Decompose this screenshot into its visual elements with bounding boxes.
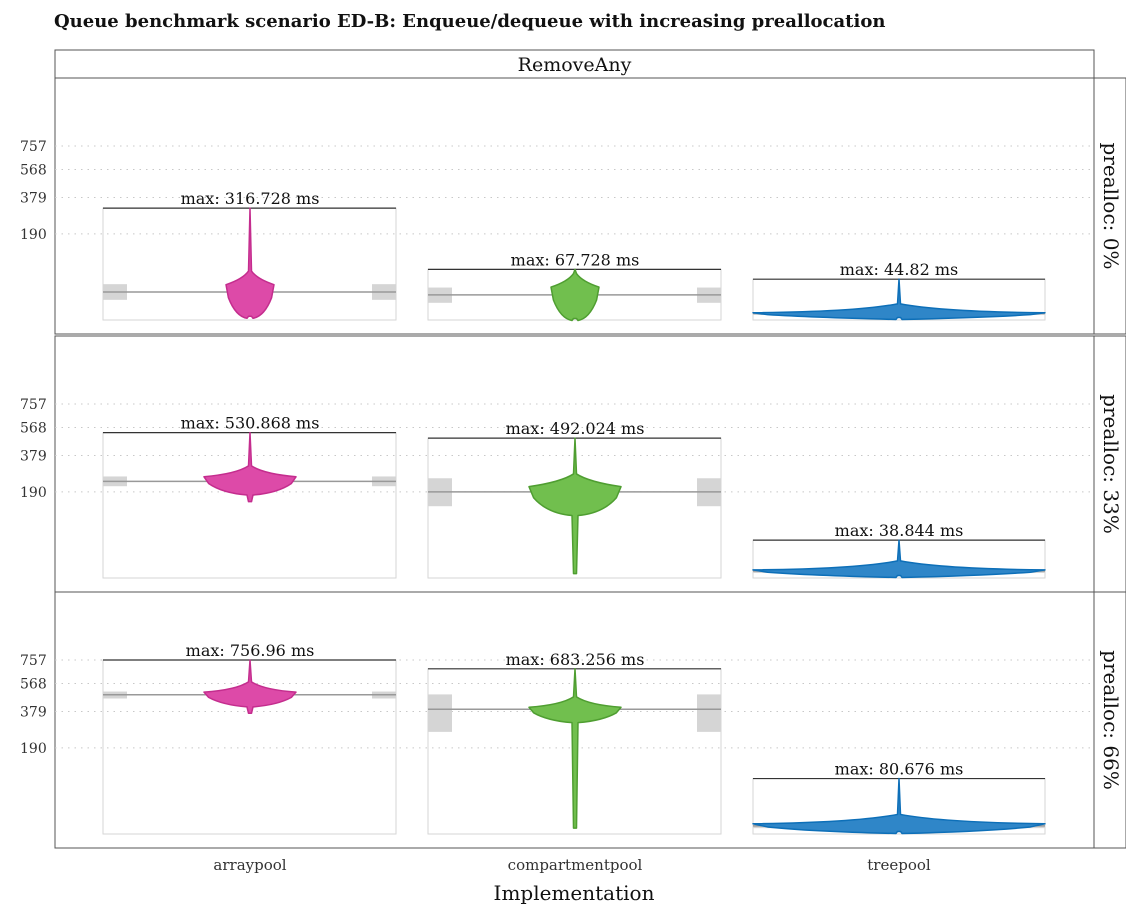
y-tick-label: 379 [20, 448, 47, 464]
violin-group: max: 80.676 ms [752, 760, 1046, 835]
max-label: max: 492.024 ms [506, 419, 645, 438]
y-tick-label: 757 [20, 397, 47, 413]
x-tick-label: arraypool [213, 856, 286, 874]
max-label: max: 44.82 ms [840, 260, 958, 279]
y-tick-label: 757 [20, 653, 47, 669]
violin [550, 268, 600, 322]
max-label: max: 67.728 ms [511, 250, 640, 269]
x-tick-label: compartmentpool [508, 856, 643, 874]
y-tick-label: 568 [20, 421, 47, 437]
violin-group: max: 756.96 ms [102, 641, 397, 835]
max-label: max: 683.256 ms [506, 650, 645, 669]
panel-row: prealloc: 33% 190 379 568 757 max: 530.868 ms… [20, 335, 1126, 593]
y-tick-label: 190 [20, 741, 47, 757]
violin-group: max: 67.728 ms [427, 250, 722, 322]
max-label: max: 80.676 ms [835, 760, 964, 779]
panel-row: prealloc: 66% 190 379 568 757 max: 756.96 ms m… [20, 591, 1126, 849]
violin [528, 668, 622, 829]
max-label: max: 530.868 ms [181, 414, 320, 433]
facet-strip [54, 49, 1095, 79]
facet-row-label: prealloc: 0% [1099, 143, 1123, 270]
violin [203, 659, 297, 715]
y-tick-label: 757 [20, 139, 47, 155]
violin [752, 777, 1046, 835]
y-tick-label: 379 [20, 704, 47, 720]
violin [203, 431, 297, 503]
y-tick-label: 568 [20, 677, 47, 693]
violin-group: max: 492.024 ms [427, 419, 722, 579]
violin-group: max: 38.844 ms [752, 521, 1046, 579]
facet-row-label: prealloc: 33% [1099, 394, 1123, 534]
y-tick-label: 190 [20, 227, 47, 243]
violin [752, 278, 1046, 321]
chart-title: Queue benchmark scenario ED-B: Enqueue/d… [54, 11, 885, 32]
y-tick-label: 190 [20, 485, 47, 501]
max-label: max: 316.728 ms [181, 189, 320, 208]
violin [528, 437, 622, 575]
max-label: max: 756.96 ms [186, 641, 315, 660]
x-axis-title: Implementation [494, 881, 655, 905]
y-tick-label: 379 [20, 190, 47, 206]
y-tick-label: 568 [20, 163, 47, 179]
iqr-box-left [428, 694, 452, 732]
violin-group: max: 683.256 ms [427, 650, 722, 835]
facet-strip-label: RemoveAny [518, 54, 632, 76]
violin-group: max: 44.82 ms [752, 260, 1046, 321]
violin-group: max: 530.868 ms [102, 414, 397, 579]
facet-row-label: prealloc: 66% [1099, 650, 1123, 790]
iqr-box-right [697, 694, 721, 732]
panels: RemoveAny prealloc: 0% 190 379 568 757 max: 31… [20, 49, 1126, 874]
x-tick-label: treepool [867, 856, 931, 874]
violin-group: max: 316.728 ms [102, 189, 397, 321]
facet-strip [1093, 591, 1126, 849]
max-label: max: 38.844 ms [835, 521, 964, 540]
panel-row: prealloc: 0% 190 379 568 757 max: 316.728 ms m… [20, 77, 1126, 335]
violin [752, 539, 1046, 579]
facet-strip [1093, 77, 1126, 335]
violin [225, 207, 275, 320]
